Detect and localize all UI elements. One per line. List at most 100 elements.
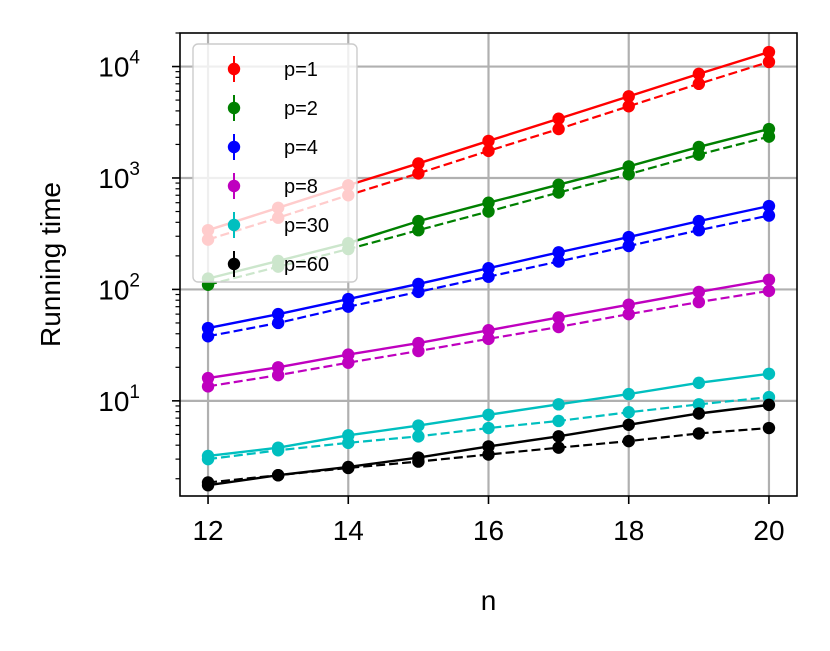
data-point [622,90,635,103]
data-point [482,270,495,283]
x-tick-label: 20 [753,515,784,546]
data-point [482,144,495,158]
data-point [552,311,565,324]
data-point [692,376,706,390]
data-point [201,371,215,385]
data-point [342,460,355,474]
series-dashed-line [207,396,770,461]
data-point [342,292,355,306]
data-point [342,429,355,442]
data-point [201,449,215,463]
data-point [622,160,635,173]
y-tick-exponent: 2 [129,270,140,291]
data-point [412,157,425,170]
y-tick-label: 101 [98,382,140,417]
legend-item: p=4 [227,134,318,160]
data-point [692,407,706,420]
data-point [622,100,635,113]
legend-label: p=2 [284,98,318,120]
data-point [622,298,635,311]
data-point [692,67,706,81]
x-tick-label: 14 [333,515,364,546]
legend-marker [227,101,241,115]
data-point [412,451,425,464]
y-tick-label: 104 [98,48,140,83]
legend-label: p=60 [284,254,329,276]
data-point [762,45,776,59]
data-point [762,284,776,298]
y-tick-base: 10 [98,163,129,194]
y-tick-label: 102 [98,270,140,305]
data-point [271,316,285,330]
legend-item: p=1 [227,56,318,82]
data-point [552,246,565,259]
legend-item: p=2 [227,95,318,121]
legend-marker [227,218,241,232]
data-point [692,140,706,154]
data-point [482,205,495,218]
data-point [201,321,215,335]
x-tick-label: 16 [473,515,504,546]
data-point [552,398,565,411]
data-point [552,178,565,191]
data-point [552,122,565,136]
data-point [692,223,706,237]
data-point [692,214,706,228]
data-point [482,408,495,421]
data-point [412,336,425,350]
data-point [622,406,635,419]
data-point [552,430,565,443]
y-tick-base: 10 [98,274,129,305]
data-point [412,214,425,228]
y-tick-exponent: 1 [129,382,140,403]
y-tick-label: 103 [98,159,140,194]
data-point [762,55,776,69]
data-point [271,307,285,321]
y-axis-title: Running time [35,182,66,347]
legend-box [192,43,358,283]
legend-item: p=60 [227,251,329,277]
data-point [482,421,495,435]
data-point [412,167,425,180]
y-tick-exponent: 4 [129,48,140,69]
data-point [762,199,776,213]
legend-item: p=8 [227,173,318,199]
data-point [622,418,635,431]
y-tick-exponent: 3 [129,159,140,180]
data-point [201,479,215,492]
data-point [552,112,565,125]
data-point [271,441,285,454]
series-dashed-line [207,289,770,388]
data-point [412,419,425,432]
x-tick-label: 18 [613,515,644,546]
data-point [552,255,565,268]
series-p=4 [201,199,776,343]
data-point [271,469,285,482]
data-point [622,230,635,244]
data-point [482,262,495,275]
data-point [692,427,706,440]
legend: p=1 p=2 p=4 p=8 p=30 p=60 [192,43,358,283]
data-point [412,223,425,237]
x-tick-label: 12 [192,515,223,546]
legend-label: p=4 [284,137,318,159]
x-axis-title: n [481,585,497,616]
data-point [762,367,776,380]
data-point [622,239,635,253]
data-point [622,387,635,401]
data-point [692,295,706,309]
data-point [412,277,425,291]
series-p=60 [201,398,776,492]
data-point [692,398,706,411]
data-point [762,421,776,435]
data-point [762,398,776,412]
data-point [482,196,495,209]
y-tick-base: 10 [98,386,129,417]
legend-marker [227,62,241,76]
legend-marker [227,140,241,154]
y-tick-base: 10 [98,52,129,83]
data-point [622,434,635,448]
series-p=30 [201,367,776,466]
